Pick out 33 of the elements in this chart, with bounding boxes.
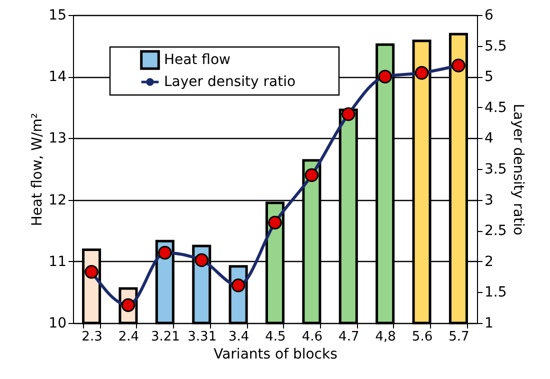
x-tick-label: 5.7 (448, 330, 470, 344)
x-tick-label: 2.3 (82, 330, 102, 344)
legend-label: Layer density ratio (164, 74, 296, 90)
y2-tick-label: 2.5 (484, 223, 507, 240)
y2-tick-label: 2 (484, 254, 494, 270)
y2-tick-label: 5 (484, 69, 494, 86)
x-tick-label: 4.7 (338, 330, 360, 344)
x-tick-label: 4.5 (265, 330, 286, 344)
x-tick-label: 4.6 (302, 330, 323, 344)
x-tick-label: 3.21 (150, 330, 180, 344)
y2-tick-label: 1 (484, 316, 494, 332)
x-tick-label: 2.4 (118, 330, 140, 344)
x-tick-label: 5.6 (412, 330, 433, 344)
legend-label: Heat flow (164, 52, 230, 68)
y-tick-label: 12 (48, 192, 66, 208)
y2-tick-label: 6 (484, 8, 494, 24)
y-tick-label: 15 (48, 8, 66, 24)
y2-tick-label: 3 (484, 192, 494, 208)
y-axis-title: Heat flow, W/m² (30, 112, 46, 226)
y2-tick-label: 1.5 (484, 284, 507, 301)
x-tick-label: 3.31 (188, 330, 217, 344)
y-tick-label: 11 (48, 254, 66, 270)
y-tick-label: 14 (48, 69, 67, 86)
x-tick-label: 3.4 (228, 330, 250, 344)
y2-axis-title: Layer density ratio (510, 104, 526, 236)
x-axis-title: Variants of blocks (214, 346, 338, 362)
y-tick-label: 13 (48, 130, 66, 147)
y-tick-label: 10 (48, 316, 66, 332)
x-tick-label: 4,8 (375, 330, 396, 344)
y2-tick-label: 3.5 (484, 162, 507, 178)
y2-tick-label: 4 (484, 130, 494, 147)
y2-tick-label: 5.5 (484, 38, 507, 54)
y2-tick-label: 4.5 (484, 100, 507, 116)
